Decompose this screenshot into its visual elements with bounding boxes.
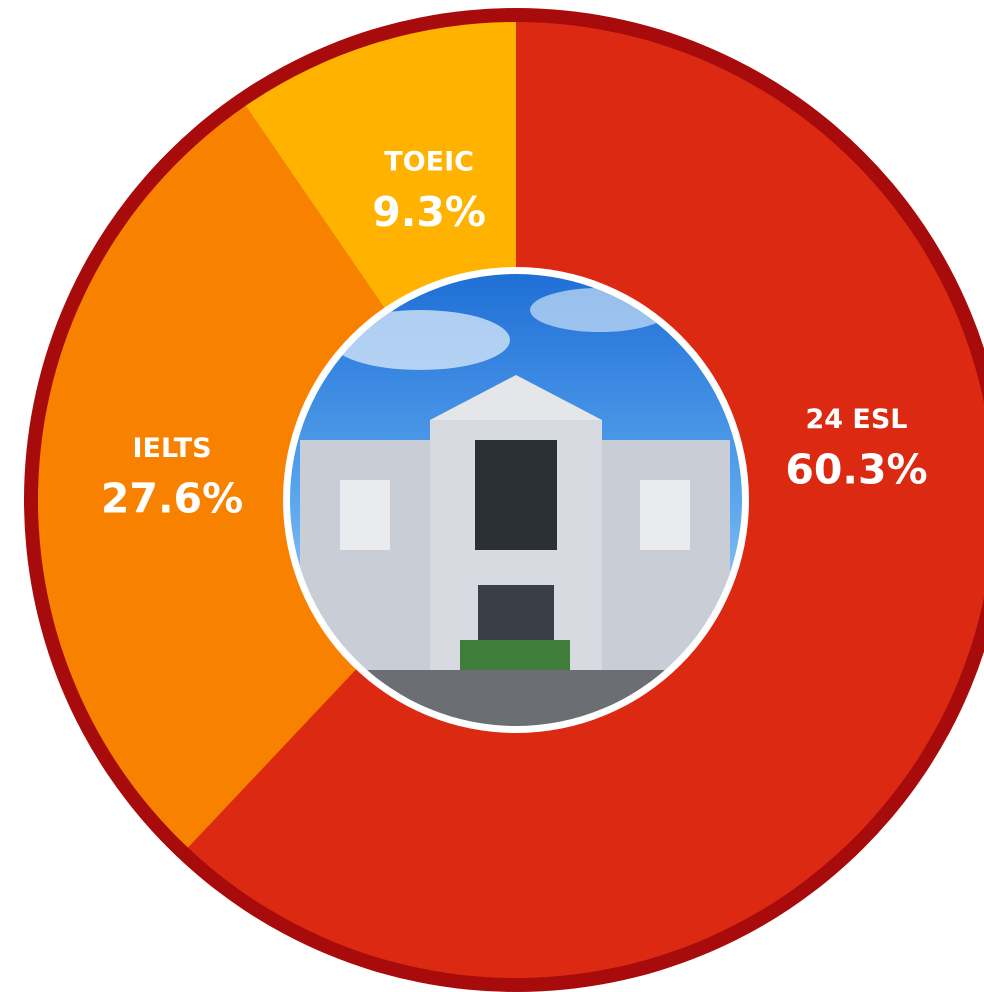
labels: 24 ESL 60.3% IELTS 27.6% TOEIC 9.3% bbox=[101, 146, 928, 522]
category-label: TOEIC bbox=[384, 146, 474, 177]
category-label: 24 ESL bbox=[805, 404, 907, 435]
category-label: IELTS bbox=[132, 433, 211, 464]
value-label: 9.3% bbox=[372, 188, 486, 236]
pie-slice bbox=[38, 105, 517, 848]
value-label: 60.3% bbox=[785, 445, 927, 493]
center-photo bbox=[283, 267, 749, 733]
value-label: 27.6% bbox=[101, 474, 243, 522]
